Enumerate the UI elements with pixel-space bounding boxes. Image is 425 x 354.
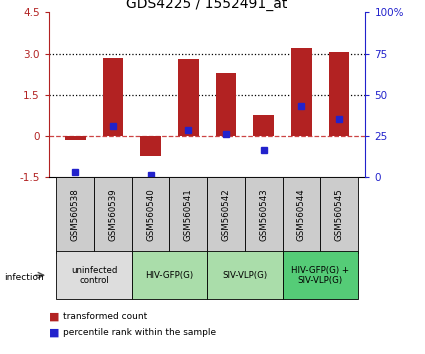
Bar	[65, 136, 85, 140]
Text: GSM560543: GSM560543	[259, 189, 268, 241]
Bar	[283, 177, 320, 253]
Text: percentile rank within the sample: percentile rank within the sample	[63, 328, 216, 337]
Bar	[140, 136, 161, 156]
Text: GSM560542: GSM560542	[221, 189, 230, 241]
Bar	[329, 52, 349, 136]
Text: infection: infection	[4, 273, 44, 282]
Bar	[291, 48, 312, 136]
Bar	[102, 58, 123, 136]
Text: HIV-GFP(G): HIV-GFP(G)	[145, 271, 193, 280]
Text: HIV-GFP(G) +
SIV-VLP(G): HIV-GFP(G) + SIV-VLP(G)	[291, 266, 349, 285]
Bar	[207, 177, 245, 253]
Text: GSM560545: GSM560545	[334, 189, 344, 241]
Text: ■: ■	[49, 312, 60, 322]
Text: GSM560538: GSM560538	[71, 189, 80, 241]
Text: GSM560544: GSM560544	[297, 189, 306, 241]
Text: GSM560539: GSM560539	[108, 189, 117, 241]
Text: SIV-VLP(G): SIV-VLP(G)	[222, 271, 267, 280]
Bar	[253, 115, 274, 136]
Bar	[215, 73, 236, 136]
Bar	[132, 177, 170, 253]
Text: transformed count: transformed count	[63, 312, 147, 321]
Bar	[132, 251, 207, 299]
Bar	[178, 59, 199, 136]
Bar	[170, 177, 207, 253]
Bar	[283, 251, 358, 299]
Bar	[207, 251, 283, 299]
Bar	[320, 177, 358, 253]
Bar	[57, 177, 94, 253]
Title: GDS4225 / 1552491_at: GDS4225 / 1552491_at	[127, 0, 288, 11]
Text: ■: ■	[49, 328, 60, 338]
Text: uninfected
control: uninfected control	[71, 266, 117, 285]
Bar	[57, 251, 132, 299]
Bar	[245, 177, 283, 253]
Bar	[94, 177, 132, 253]
Text: GSM560540: GSM560540	[146, 189, 155, 241]
Text: GSM560541: GSM560541	[184, 189, 193, 241]
